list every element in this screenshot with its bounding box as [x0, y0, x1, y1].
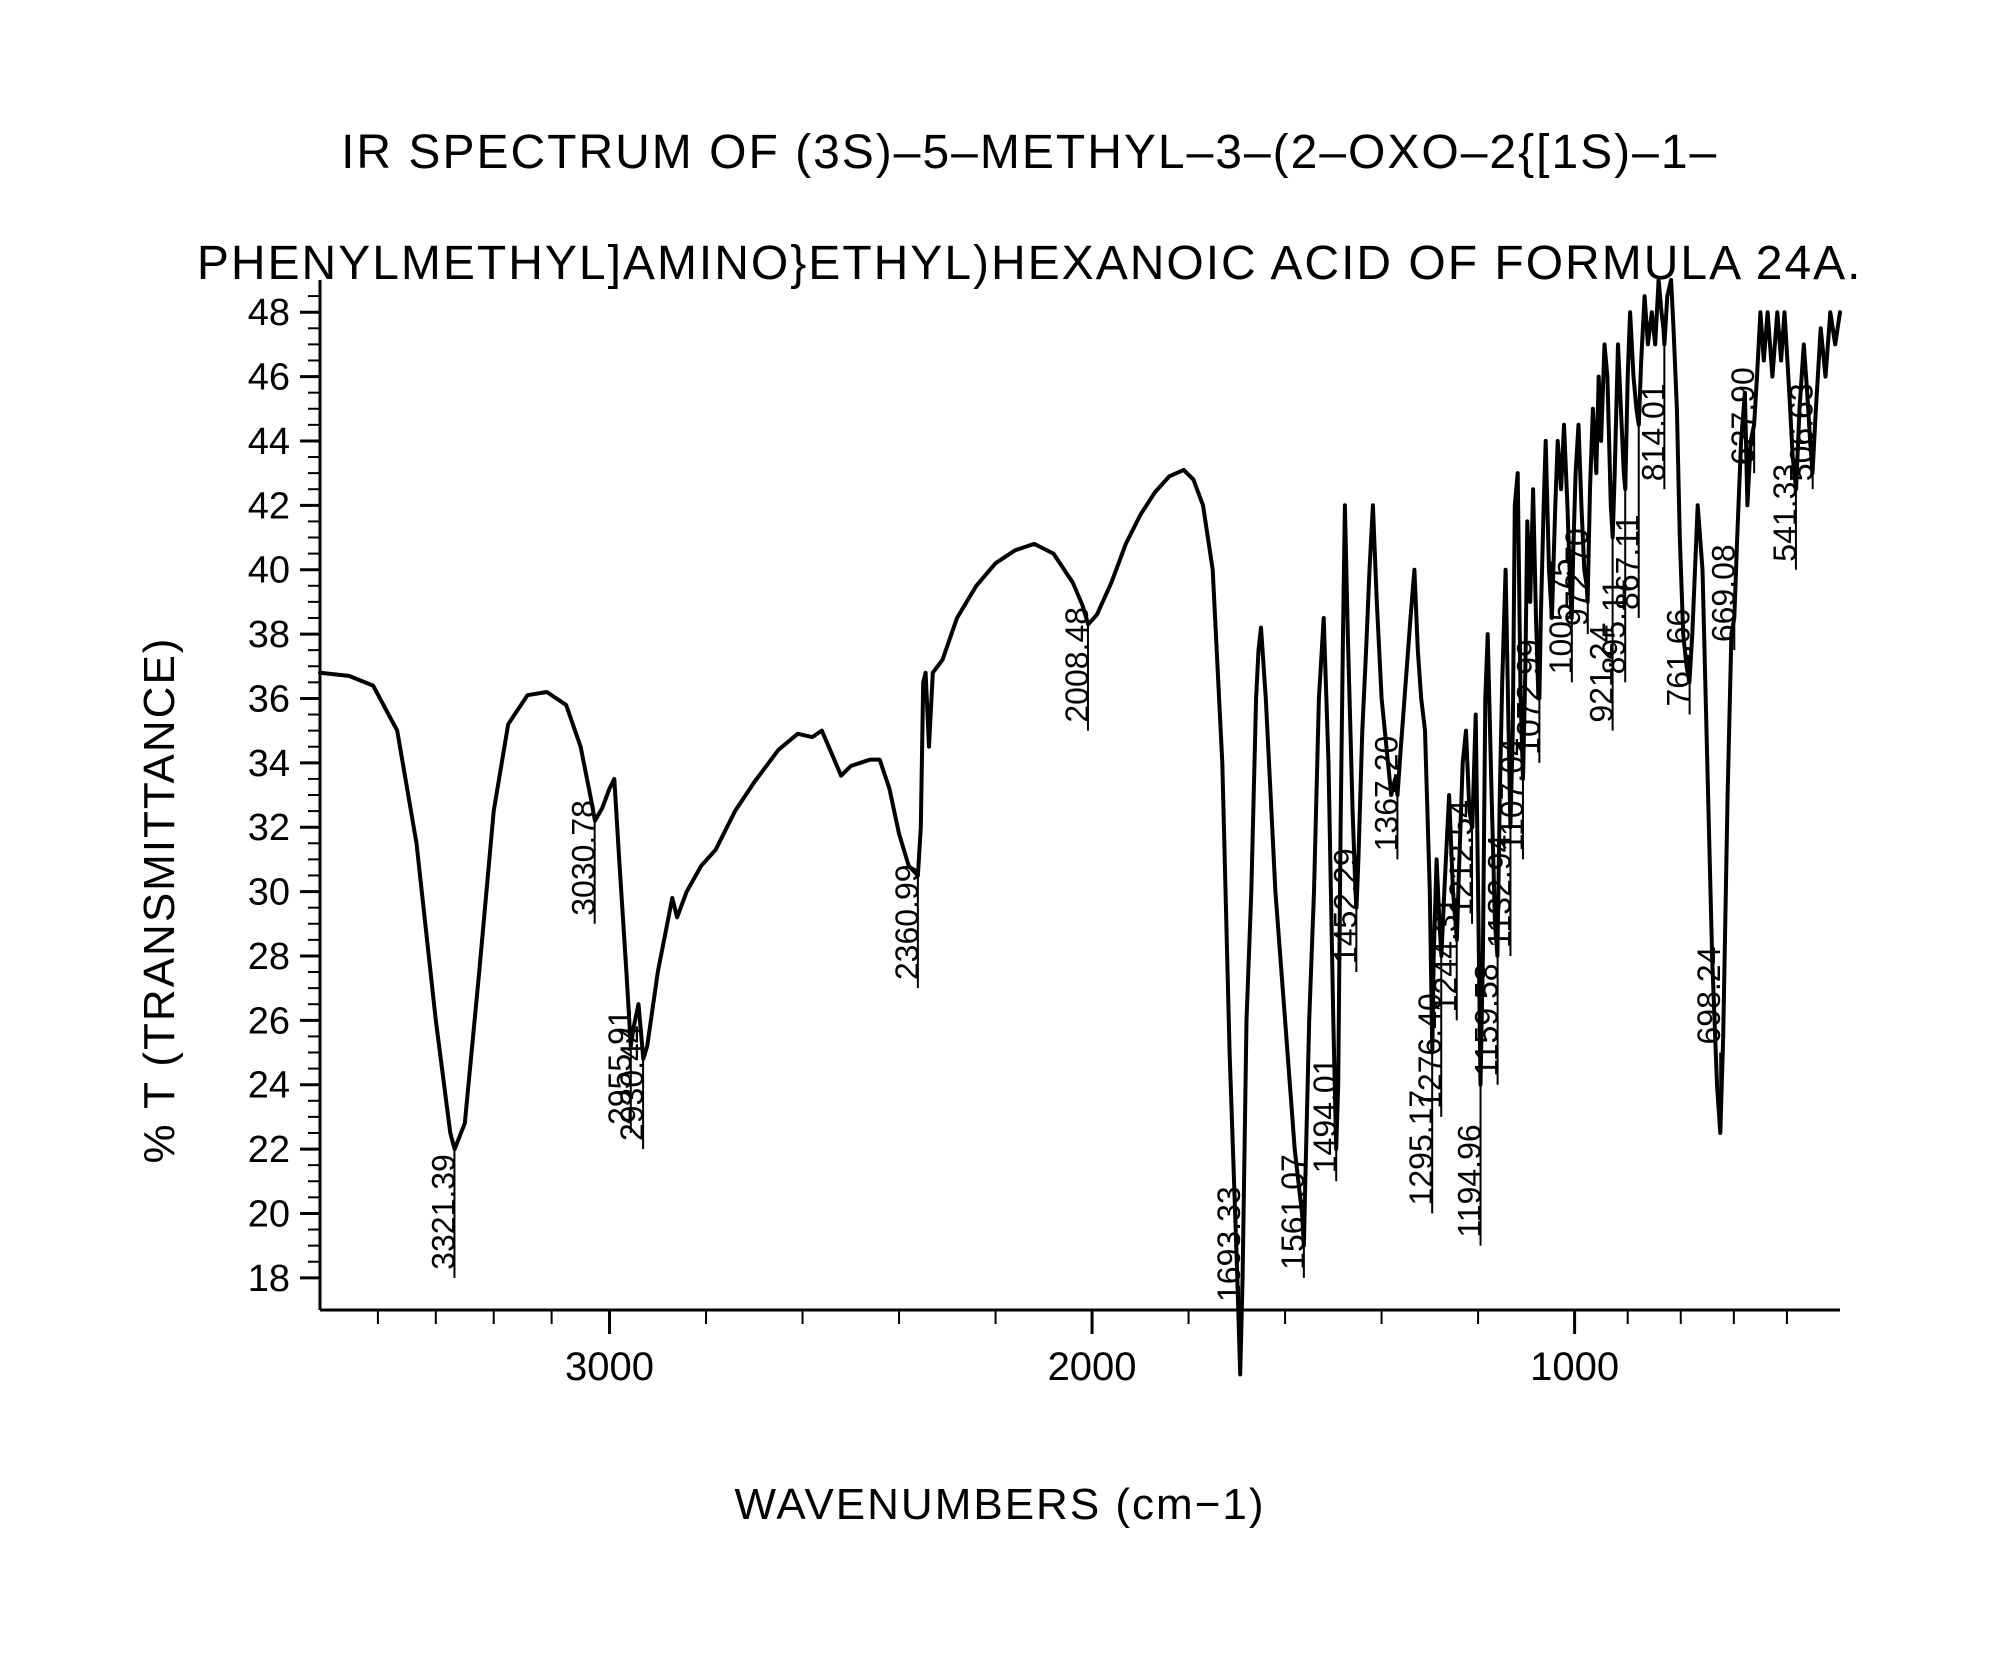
peak-label: 2008.48 [1059, 607, 1095, 723]
svg-text:40: 40 [248, 550, 290, 592]
chart-container: % T (TRANSMITTANCE) WAVENUMBERS (cm−1) 1… [120, 260, 1880, 1540]
svg-text:1000: 1000 [1530, 1345, 1619, 1389]
peak-label: 814.01 [1635, 383, 1671, 481]
peak-label: 698.24 [1691, 947, 1727, 1045]
peak-label: 3321.39 [425, 1154, 461, 1270]
svg-text:30: 30 [248, 872, 290, 914]
svg-text:32: 32 [248, 807, 290, 849]
peak-label: 627.90 [1725, 367, 1761, 465]
peak-label: 2930.44 [614, 1025, 650, 1141]
y-axis-label: % T (TRANSMITTANCE) [135, 637, 185, 1164]
peak-label: 1194.96 [1452, 1124, 1488, 1237]
svg-text:42: 42 [248, 485, 290, 527]
svg-text:3000: 3000 [565, 1345, 654, 1389]
svg-text:22: 22 [248, 1129, 290, 1171]
peak-label: 1494.01 [1307, 1058, 1343, 1174]
svg-text:46: 46 [248, 357, 290, 399]
x-axis-label: WAVENUMBERS (cm−1) [734, 1480, 1265, 1530]
peak-label: 1452.29 [1327, 848, 1363, 964]
peak-label: 761.66 [1661, 609, 1697, 707]
svg-text:26: 26 [248, 1000, 290, 1042]
svg-text:34: 34 [248, 743, 290, 785]
svg-text:18: 18 [248, 1258, 290, 1300]
svg-text:44: 44 [248, 421, 290, 463]
svg-text:38: 38 [248, 614, 290, 656]
svg-text:24: 24 [248, 1065, 290, 1107]
peak-label: 2360.99 [889, 864, 925, 980]
peak-label: 867.11 [1610, 514, 1646, 610]
peak-label: 972.70 [1559, 528, 1595, 626]
peak-label: 1212.54 [1443, 800, 1479, 916]
peak-label: 506.63 [1784, 383, 1820, 481]
peak-label: 1367.20 [1368, 736, 1404, 852]
peak-label: 1693.33 [1211, 1186, 1247, 1302]
chart-title-line1: IR SPECTRUM OF (3S)–5–METHYL–3–(2–OXO–2{… [341, 126, 1718, 179]
peak-label: 1561.07 [1275, 1154, 1311, 1270]
svg-text:36: 36 [248, 678, 290, 720]
svg-text:20: 20 [248, 1193, 290, 1235]
peak-label: 669.08 [1705, 544, 1741, 642]
svg-text:28: 28 [248, 936, 290, 978]
svg-text:2000: 2000 [1048, 1345, 1137, 1389]
peak-label: 3030.78 [566, 800, 602, 916]
peak-label: 1072.99 [1510, 639, 1546, 755]
peak-label: 1159.58 [1469, 963, 1505, 1076]
ir-spectrum-chart: 18 20 22 24 26 28 30 32 34 36 38 40 42 44 46 48 3000 2000… [120, 260, 1880, 1440]
page: IR SPECTRUM OF (3S)–5–METHYL–3–(2–OXO–2{… [0, 0, 1998, 1666]
svg-text:48: 48 [248, 292, 290, 334]
